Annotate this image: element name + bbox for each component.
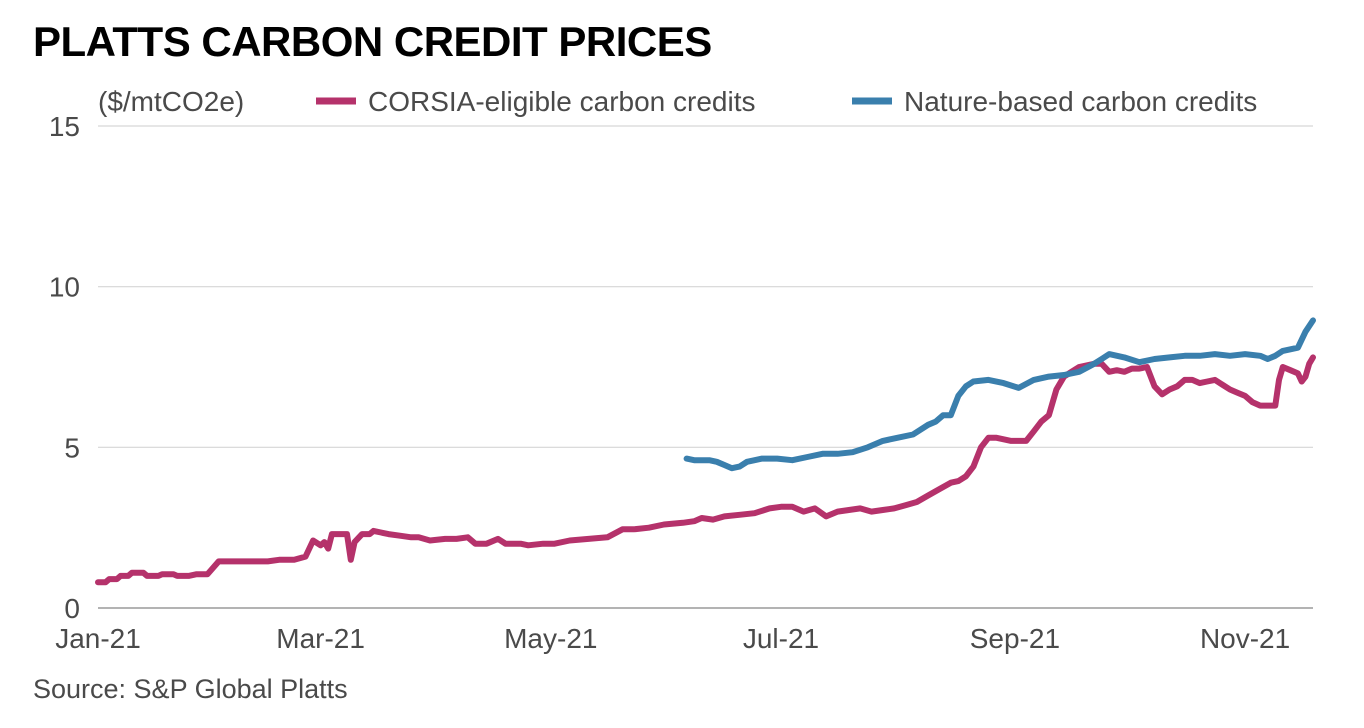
x-axis-ticks: Jan-21 Mar-21 May-21 Jul-21 Sep-21 Nov-21 [55, 623, 1290, 654]
x-tick-label: May-21 [504, 623, 597, 654]
y-tick-label: 10 [49, 272, 80, 303]
series-lines [95, 317, 1316, 586]
x-tick-label: Mar-21 [276, 623, 365, 654]
chart-title: PLATTS CARBON CREDIT PRICES [33, 18, 712, 65]
x-tick-label: Jan-21 [55, 623, 141, 654]
legend-label-nature: Nature-based carbon credits [904, 86, 1257, 117]
unit-label: ($/mtCO2e) [98, 86, 244, 117]
gridlines [98, 125, 1313, 609]
series-line-corsia [95, 354, 1316, 586]
x-tick-label: Jul-21 [743, 623, 819, 654]
x-tick-label: Nov-21 [1200, 623, 1290, 654]
y-tick-label: 15 [49, 111, 80, 142]
series-line-nature [683, 317, 1316, 472]
y-tick-label: 5 [64, 432, 80, 463]
y-axis-ticks: 0 5 10 15 [49, 111, 80, 624]
source-note: Source: S&P Global Platts [33, 674, 348, 704]
x-tick-label: Sep-21 [970, 623, 1060, 654]
legend: ($/mtCO2e) CORSIA-eligible carbon credit… [98, 86, 1257, 117]
legend-label-corsia: CORSIA-eligible carbon credits [368, 86, 756, 117]
y-tick-label: 0 [64, 593, 80, 624]
